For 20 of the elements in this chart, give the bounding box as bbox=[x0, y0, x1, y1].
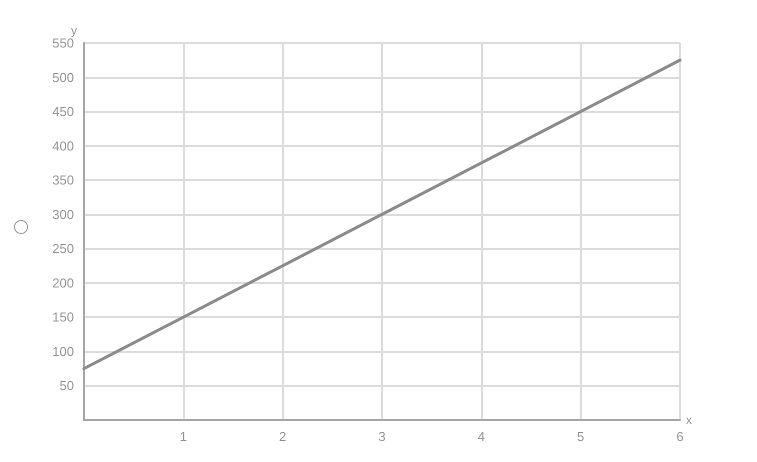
y-tick-label: 200 bbox=[52, 275, 74, 290]
y-tick-label: 500 bbox=[52, 70, 74, 85]
x-tick-label: 4 bbox=[478, 429, 485, 444]
line-series bbox=[82, 58, 682, 370]
x-tick-label: 6 bbox=[676, 429, 684, 444]
y-tick-label: 300 bbox=[52, 206, 74, 222]
x-tick-label: 3 bbox=[378, 429, 386, 444]
y-tick-label: 400 bbox=[52, 138, 74, 154]
y-axis-title: y bbox=[71, 24, 77, 38]
x-tick-label: 5 bbox=[577, 429, 584, 444]
x-tick-label: 2 bbox=[279, 429, 286, 444]
y-tick-label: 450 bbox=[52, 104, 74, 120]
y-tick-label: 350 bbox=[52, 172, 74, 188]
y-tick-label: 550 bbox=[52, 36, 74, 50]
x-tick-label: 1 bbox=[180, 429, 187, 444]
x-axis-title: x bbox=[686, 413, 692, 427]
y-tick-label: 150 bbox=[52, 310, 74, 325]
y-tick-label: 100 bbox=[52, 344, 74, 359]
y-tick-label: 250 bbox=[52, 241, 74, 256]
y-tick-label: 50 bbox=[60, 378, 74, 394]
